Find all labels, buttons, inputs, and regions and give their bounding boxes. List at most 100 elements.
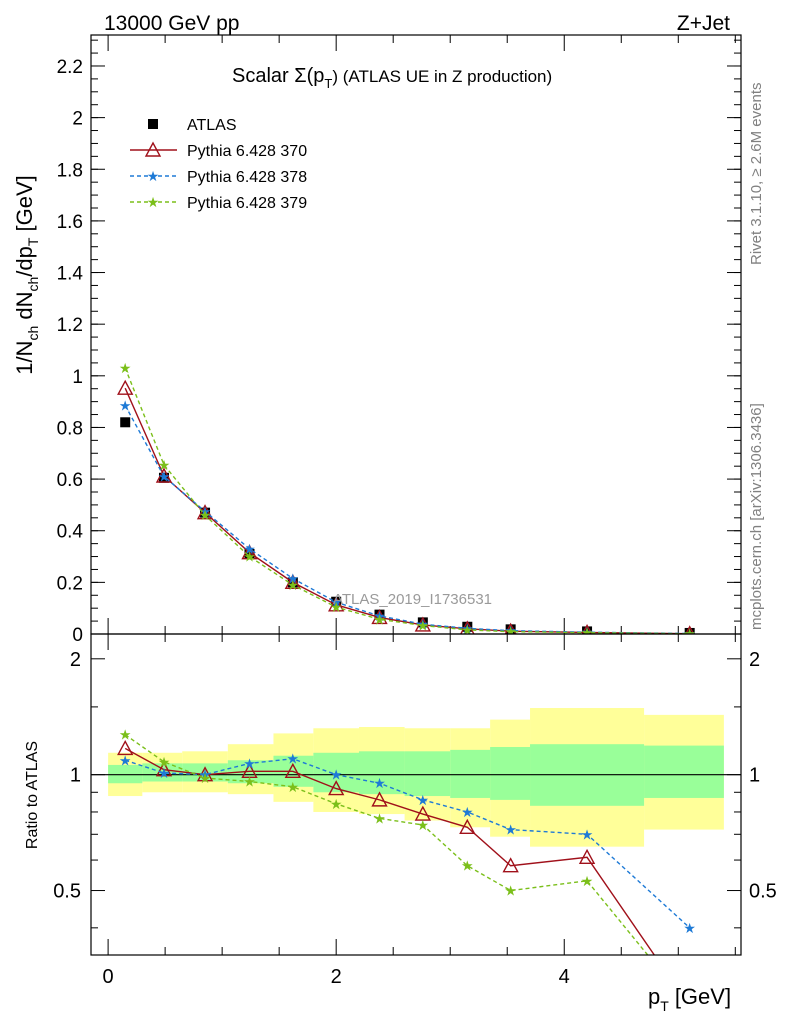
ratio-point-370 bbox=[155, 761, 173, 777]
main-point-atlas bbox=[158, 472, 169, 483]
series-layer: ★★★★★★★★ ★ ★ ★ ★★★★★★★★ ★ ★ ★ ★ ★★★ ★★ ★★★★★★ ★★★★★ ★… bbox=[117, 360, 696, 955]
ratio-point-379: ★ bbox=[158, 754, 171, 770]
ratio-point-370 bbox=[459, 818, 476, 834]
main-point-atlas bbox=[582, 626, 593, 634]
ratio-point-379: ★ bbox=[199, 770, 212, 786]
ratio-point-378: ★ bbox=[243, 755, 256, 771]
plot-title-prefix: Scalar Σ(p bbox=[232, 65, 324, 87]
main-point-370 bbox=[504, 622, 517, 634]
main-point-370 bbox=[284, 573, 302, 590]
main-y-tick-label: 1.8 bbox=[57, 160, 83, 181]
main-y-tick-label: 0.4 bbox=[57, 522, 84, 543]
main-point-370 bbox=[459, 620, 475, 634]
main-series-group: ★★★★★★★★ ★ ★ ★ ★★★★★★★★ ★ ★ ★ ★ ★ bbox=[117, 360, 696, 642]
analysis-watermark: ATLAS_2019_I1736531 bbox=[333, 591, 492, 608]
ratio-line-379 bbox=[124, 734, 649, 955]
header-left: 13000 GeV pp bbox=[104, 12, 239, 35]
main-point-378: ★ bbox=[287, 570, 300, 586]
main-point-379: ★ bbox=[683, 626, 696, 642]
main-point-atlas bbox=[244, 548, 255, 559]
main-y-tick-label: 1.2 bbox=[57, 315, 83, 336]
main-point-atlas bbox=[374, 609, 385, 620]
ratio-point-370 bbox=[117, 739, 134, 756]
plot-title: Scalar Σ(pT) (ATLAS UE in Z production) bbox=[232, 65, 552, 91]
ratio-band-inner bbox=[358, 751, 405, 795]
main-point-atlas bbox=[684, 627, 695, 634]
x-axis-label-main: p bbox=[648, 984, 660, 1009]
main-y-tick-label: 2.2 bbox=[57, 57, 83, 78]
main-point-379: ★ bbox=[417, 617, 430, 633]
main-point-379: ★ bbox=[461, 622, 474, 638]
ratio-line-370 bbox=[124, 747, 656, 955]
main-y-tick-label: 0.2 bbox=[57, 573, 83, 594]
main-point-378: ★ bbox=[504, 623, 517, 639]
main-point-379: ★ bbox=[119, 360, 132, 376]
legend-label-atlas: ATLAS bbox=[187, 117, 237, 134]
main-point-379: ★ bbox=[504, 624, 517, 640]
main-y-tick-label: 1.6 bbox=[57, 212, 83, 233]
ratio-ylabel: Ratio to ATLAS bbox=[24, 741, 41, 849]
main-y-tick-label: 2 bbox=[72, 109, 83, 130]
ratio-point-378: ★ bbox=[683, 920, 696, 936]
axis-ticks: 0 0.2 0.4 0.6 0.8 1 1.2 1.4 1.6 1.8 2 2.2 0 2 4 0.5 0.5 1… bbox=[53, 35, 777, 988]
ratio-y-tick-label-right: 1 bbox=[749, 765, 760, 787]
x-tick-label: 2 bbox=[331, 966, 342, 988]
plot-title-suffix: ) (ATLAS UE in Z production) bbox=[332, 67, 552, 86]
main-point-370 bbox=[196, 504, 214, 520]
legend-label-378: Pythia 6.428 378 bbox=[187, 169, 307, 186]
ratio-point-379: ★ bbox=[287, 779, 300, 795]
main-ylabel: 1/Nch dNch/dpT [GeV] bbox=[12, 175, 41, 375]
main-line-379 bbox=[124, 367, 690, 634]
ratio-point-378: ★ bbox=[287, 751, 300, 767]
ratio-band-inner bbox=[644, 745, 724, 798]
main-point-370 bbox=[581, 623, 593, 634]
ratio-y-tick-label: 0.5 bbox=[53, 881, 81, 903]
main-point-378: ★ bbox=[199, 503, 212, 519]
main-point-atlas bbox=[120, 417, 131, 428]
main-point-378: ★ bbox=[119, 398, 132, 414]
ratio-y-tick-label-right: 2 bbox=[749, 649, 760, 671]
ratio-point-378: ★ bbox=[158, 765, 171, 781]
main-point-378: ★ bbox=[461, 620, 474, 636]
main-point-379: ★ bbox=[330, 599, 343, 615]
x-axis-label: pT [GeV] bbox=[648, 984, 731, 1014]
ratio-point-379: ★ bbox=[504, 883, 517, 899]
ratio-band-inner bbox=[182, 763, 228, 782]
ratio-band-inner bbox=[490, 747, 531, 800]
legend-label-370: Pythia 6.428 370 bbox=[187, 143, 307, 160]
mcplots-label: mcplots.cern.ch [arXiv:1306.3436] bbox=[748, 403, 765, 630]
main-point-379: ★ bbox=[199, 507, 212, 523]
ratio-point-378: ★ bbox=[461, 804, 474, 820]
svg-text:1/Nch dNch/dpT [GeV]: 1/Nch dNch/dpT [GeV] bbox=[12, 175, 41, 375]
ratio-y-tick-label-right: 0.5 bbox=[749, 881, 777, 903]
ratio-y-tick-label: 2 bbox=[70, 649, 81, 671]
ratio-plot-frame bbox=[90, 633, 742, 956]
ratio-band-inner bbox=[450, 749, 491, 798]
legend-marker-atlas bbox=[148, 119, 158, 129]
main-y-tick-label: 1.4 bbox=[57, 264, 84, 285]
main-point-atlas bbox=[462, 621, 473, 632]
ratio-y-tick-label: 1 bbox=[70, 765, 81, 787]
ratio-band-inner bbox=[142, 763, 183, 782]
ratio-point-370 bbox=[371, 791, 388, 807]
ratio-point-378: ★ bbox=[581, 826, 594, 842]
ratio-point-378: ★ bbox=[417, 792, 430, 808]
main-point-378: ★ bbox=[417, 616, 430, 632]
ratio-point-379: ★ bbox=[461, 858, 474, 874]
x-tick-label: 0 bbox=[103, 966, 114, 988]
main-point-370 bbox=[328, 596, 345, 612]
main-point-370 bbox=[117, 379, 134, 395]
main-y-tick-label: 0.6 bbox=[57, 470, 83, 491]
ratio-line-378 bbox=[124, 758, 691, 929]
main-point-atlas bbox=[417, 617, 428, 628]
ratio-point-378: ★ bbox=[330, 767, 343, 783]
ratio-point-370 bbox=[241, 762, 258, 779]
main-point-379: ★ bbox=[373, 611, 386, 627]
x-tick-label: 4 bbox=[559, 966, 570, 988]
main-point-370 bbox=[241, 544, 258, 560]
ratio-point-379: ★ bbox=[119, 727, 132, 743]
main-point-atlas bbox=[505, 624, 516, 634]
main-point-370 bbox=[155, 467, 173, 483]
ratio-band-inner bbox=[404, 751, 451, 797]
main-point-378: ★ bbox=[683, 625, 696, 641]
